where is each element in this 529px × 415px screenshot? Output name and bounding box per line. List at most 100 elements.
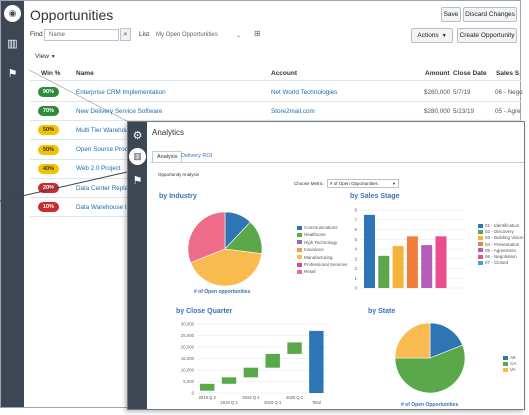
connector-line-path <box>28 69 128 122</box>
col-name[interactable]: Name <box>76 70 94 77</box>
state-slice-ak[interactable] <box>429 322 463 359</box>
legend-item: 07 - Closed <box>478 260 508 265</box>
stage-bar-03-building-vision[interactable] <box>392 246 404 288</box>
legend-swatch <box>297 240 302 245</box>
create-opportunity-button[interactable]: Create Opportunity <box>457 28 517 43</box>
legend-label: 07 - Closed <box>485 260 509 266</box>
legend-swatch <box>503 361 508 366</box>
win-badge: 10% <box>38 202 59 213</box>
quarter-bar[interactable] <box>287 342 302 354</box>
quarter-bar[interactable] <box>309 330 324 393</box>
opportunity-name-link[interactable]: Data Center Replac <box>76 184 132 192</box>
tab-delivery-roi[interactable]: Delivery ROI <box>181 153 213 159</box>
analytics-nav-icon[interactable]: ▥ <box>7 38 18 50</box>
caret-down-icon: ▼ <box>392 181 396 186</box>
opportunities-icon[interactable]: ⚙ <box>132 130 143 142</box>
col-win[interactable]: Win % <box>41 70 61 77</box>
industry-slice-retail[interactable] <box>187 211 226 264</box>
state-slice-ca[interactable] <box>394 344 466 394</box>
discard-changes-button[interactable]: Discard Changes <box>463 7 517 22</box>
quarter-bar[interactable] <box>221 377 237 384</box>
legend-label: 01 - Identification <box>485 223 520 228</box>
quarter-bar[interactable] <box>265 353 280 368</box>
y-tick-label: 15,000 <box>181 356 195 361</box>
legend-swatch <box>478 223 483 228</box>
legend-item: Manufacturing <box>297 255 333 260</box>
quarter-bar[interactable] <box>243 367 259 378</box>
win-badge: 70% <box>38 106 59 117</box>
state-slice-va[interactable] <box>394 322 431 359</box>
legend-swatch <box>297 247 302 252</box>
save-button[interactable]: Save <box>441 7 461 22</box>
legend-swatch <box>297 232 302 237</box>
view-label: View <box>35 53 49 60</box>
analytics-icon[interactable]: ▥ <box>129 148 146 165</box>
col-sales-stage[interactable]: Sales S <box>496 70 520 77</box>
sales-stage-bar-chart: 0 1 2 3 4 5 6 7 8 <box>354 208 466 291</box>
list-label: List <box>139 31 150 38</box>
opportunity-name-link[interactable]: Open Source Produ <box>76 146 132 154</box>
choose-metric-select[interactable]: # of Open Opportunities ▼ <box>327 179 399 188</box>
legend-swatch <box>478 242 483 247</box>
stage-bar-01-identification[interactable] <box>364 214 375 288</box>
nav-rail: ◉ ▥ ⚑ <box>1 1 24 407</box>
y-tick-label: 7 <box>354 217 357 222</box>
industry-slice-manufacturing[interactable] <box>190 248 263 287</box>
chevron-down-icon: ⌄ <box>235 32 241 39</box>
flag-icon[interactable]: ⚑ <box>132 175 143 187</box>
legend-swatch <box>297 262 302 267</box>
legend-label: 02 - Discovery <box>485 229 514 235</box>
legend-swatch <box>478 235 483 240</box>
opportunity-name-link[interactable]: Web 2.0 Project <box>76 165 121 173</box>
col-close-date[interactable]: Close Date <box>453 70 487 77</box>
account-link[interactable]: Net World Technologies <box>271 88 338 96</box>
legend-swatch <box>297 255 302 260</box>
legend-item: AK <box>503 355 516 360</box>
legend-label: 06 - Negotiation <box>485 254 517 259</box>
x-tick-label: 2019 Q 1 <box>264 400 282 405</box>
opportunities-icon[interactable]: ◉ <box>4 5 21 22</box>
stage-bar-05-agreement[interactable] <box>421 245 433 288</box>
legend-label: 04 - Presentation <box>485 241 520 247</box>
card-title-industry: by Industry <box>159 193 197 200</box>
quarter-bar[interactable] <box>200 383 215 391</box>
y-tick-label: 2 <box>354 266 357 271</box>
account-link[interactable]: Store2mail.com <box>271 107 315 115</box>
legend-swatch <box>503 367 508 372</box>
opportunity-name-link[interactable]: Data Warehouse In <box>76 203 131 211</box>
search-icon[interactable]: ⌕ <box>120 28 131 41</box>
x-tick-label: Total <box>312 400 321 405</box>
flag-icon[interactable]: ⚑ <box>7 68 18 80</box>
opportunity-name-link[interactable]: Enterprise CRM Implementation <box>76 88 166 96</box>
legend-item: VA <box>503 367 516 372</box>
row-divider <box>30 101 522 102</box>
legend-label: 03 - Building Vision <box>485 235 524 241</box>
find-label: Find <box>30 31 43 38</box>
opportunity-name-link[interactable]: Multi Tier Warehouse <box>76 126 136 134</box>
col-amount[interactable]: Amount <box>425 70 450 77</box>
tab-analysis[interactable]: Analysis <box>152 151 183 163</box>
find-input[interactable]: Name <box>44 29 119 41</box>
list-select-value: My Open Opportunities <box>156 32 218 38</box>
opportunity-name-link[interactable]: New Delivery Service Software <box>76 107 163 115</box>
stage-bar-06-negotiation[interactable] <box>435 236 447 288</box>
analytics-window: ⚙ ▥ ⚑ Analytics Analysis Delivery ROI Op… <box>127 121 525 410</box>
legend-item: 05 - Agreement <box>478 248 516 253</box>
y-tick-label: 5 <box>354 237 357 242</box>
y-tick-label: 5,000 <box>183 379 194 384</box>
list-select[interactable]: My Open Opportunities ⌄ <box>151 29 245 41</box>
actions-button[interactable]: Actions ▼ <box>411 28 453 43</box>
connector-line-path <box>0 171 128 202</box>
row-divider <box>30 120 522 122</box>
view-menu[interactable]: View ▼ <box>35 53 56 60</box>
legend-label: AK <box>510 355 517 360</box>
win-badge: 50% <box>38 144 59 155</box>
choose-metric-value: # of Open Opportunities <box>330 181 378 186</box>
card-title-stage: by Sales Stage <box>350 193 400 200</box>
stage-bar-04-presentation[interactable] <box>406 236 418 288</box>
col-account[interactable]: Account <box>271 70 297 77</box>
stage-bar-02-discovery[interactable] <box>378 255 390 288</box>
header-divider <box>30 80 522 81</box>
win-badge: 40% <box>38 163 59 174</box>
export-icon[interactable]: ⊞ <box>254 29 261 38</box>
